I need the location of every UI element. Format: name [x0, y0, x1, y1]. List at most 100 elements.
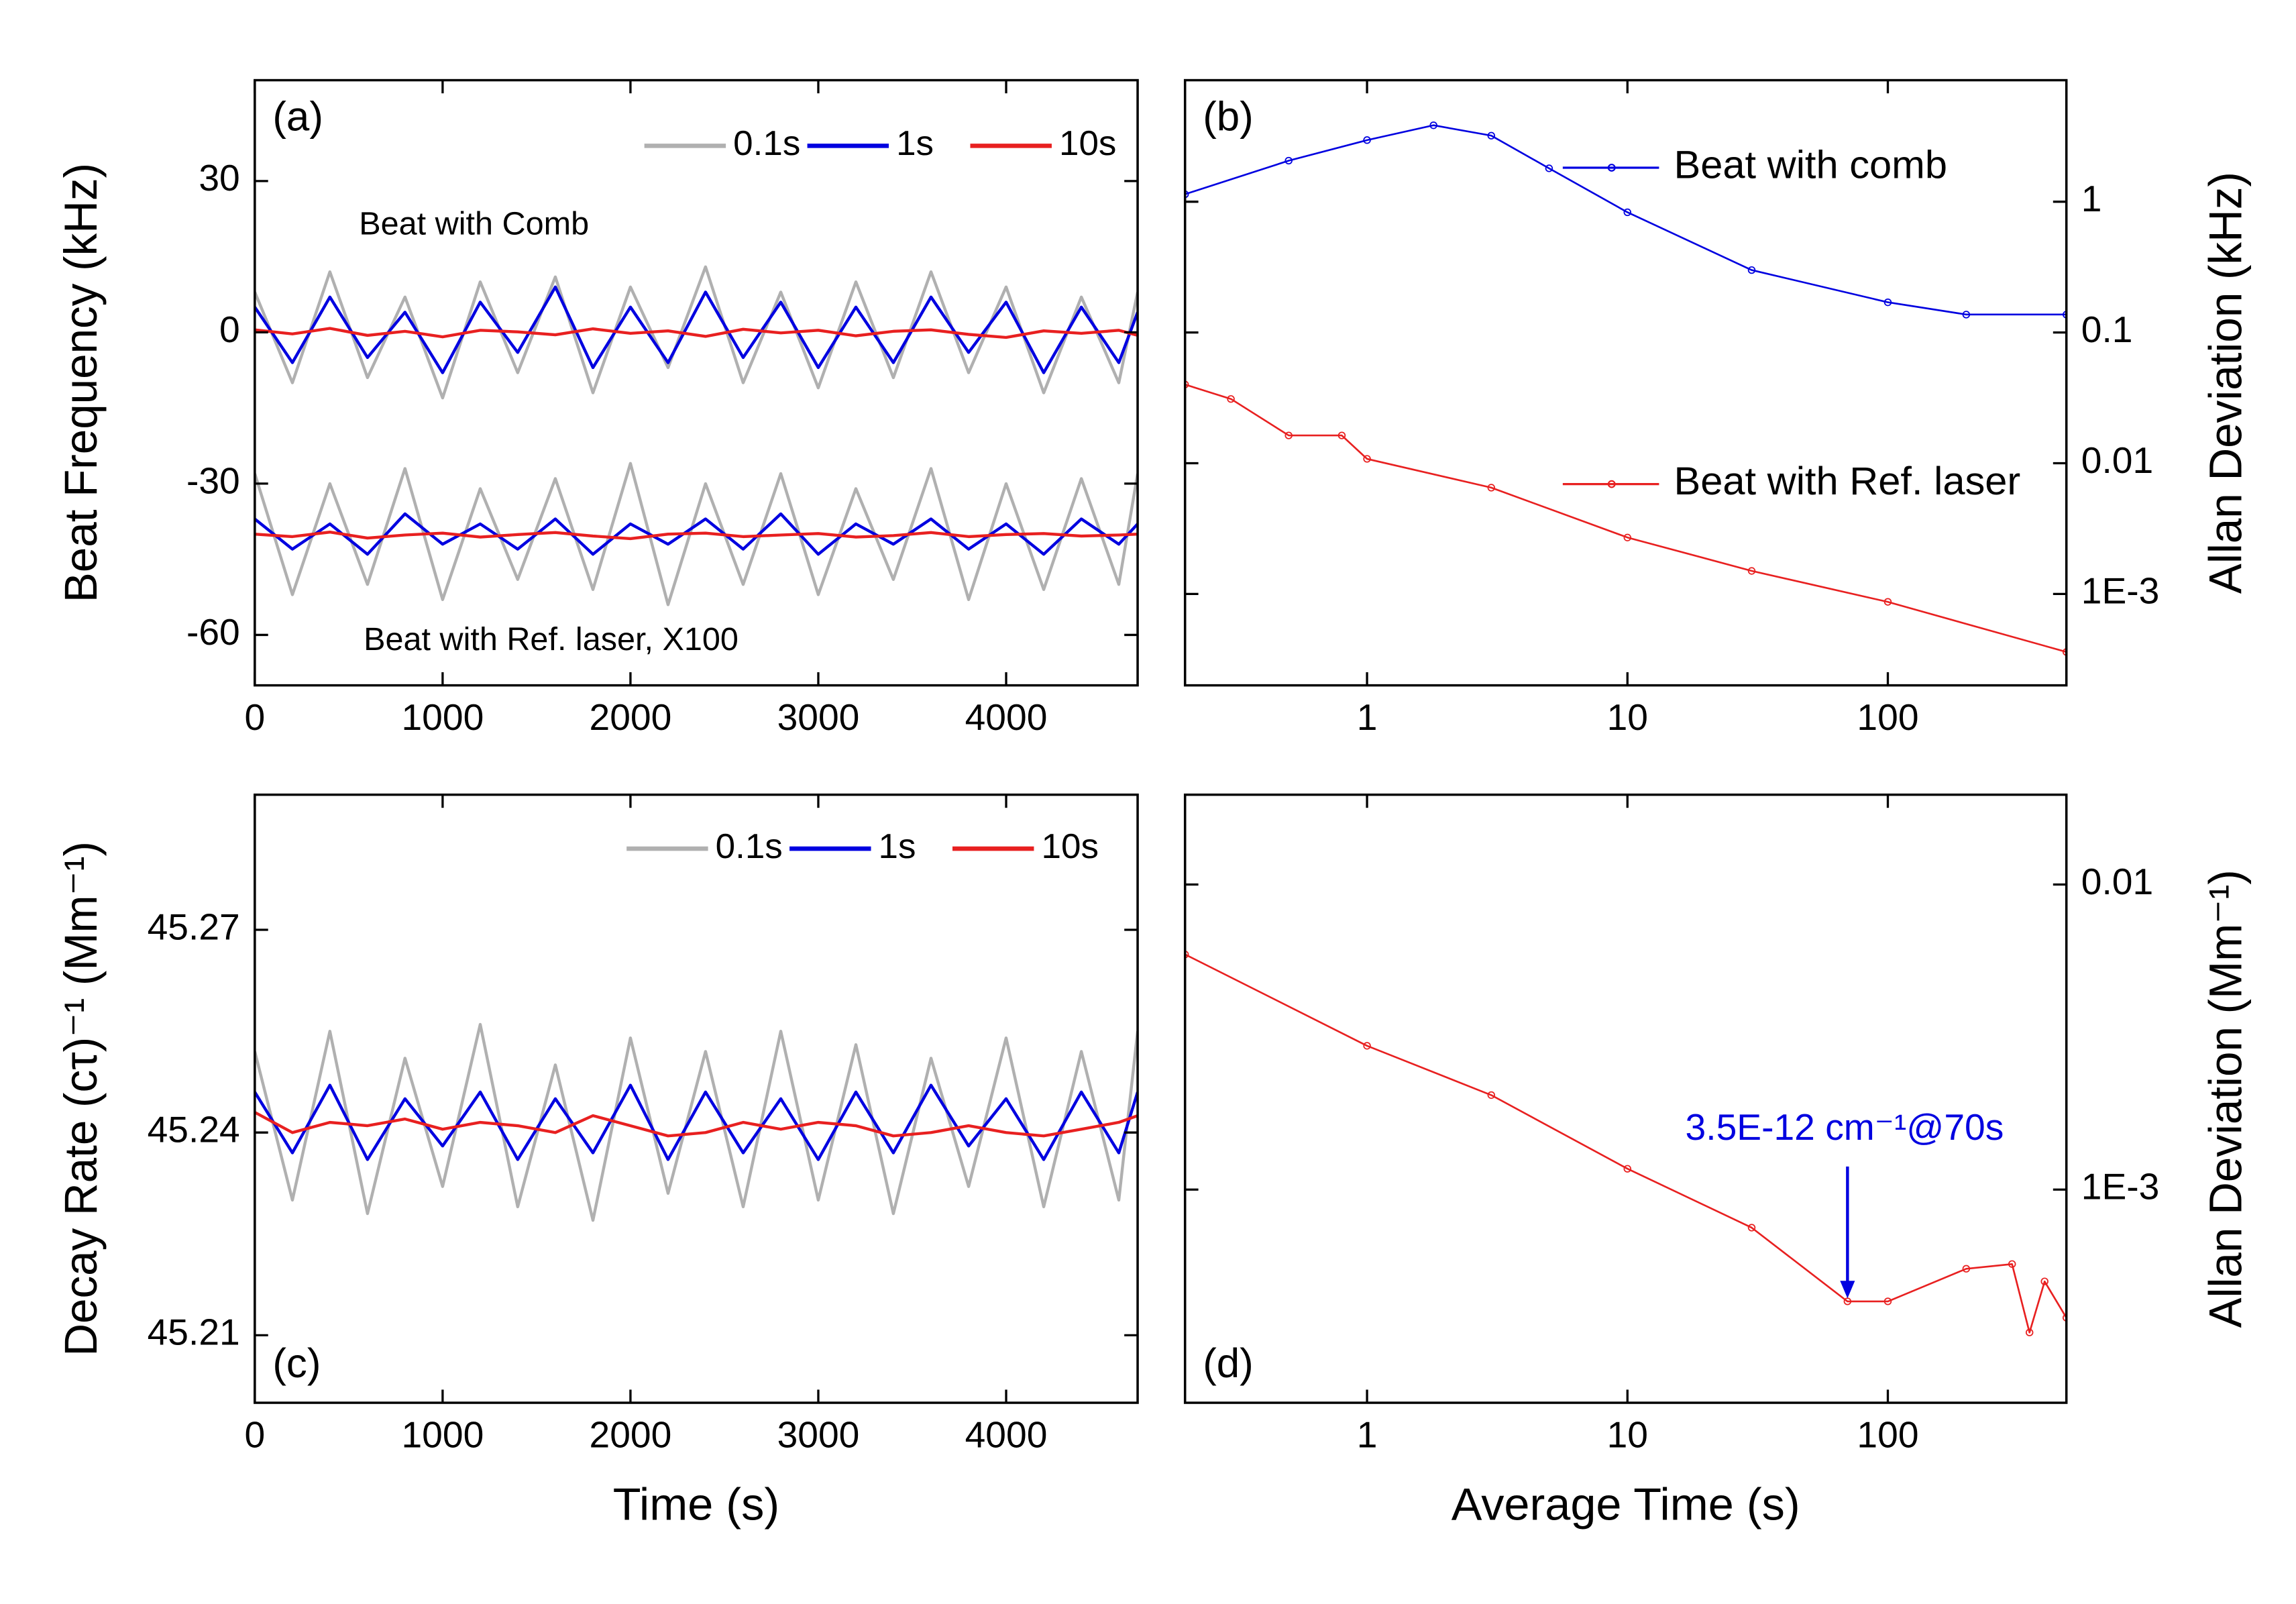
legend-label: 1s: [879, 826, 916, 866]
series-marker: [1883, 299, 1892, 307]
series-marker: [2025, 1328, 2034, 1336]
series-marker: [1487, 484, 1496, 492]
series-line: [254, 265, 1138, 400]
series-marker: [1284, 156, 1293, 165]
x-tick-label: 4000: [965, 697, 1048, 739]
legend-label: 10s: [1041, 826, 1098, 866]
series-marker: [1337, 431, 1346, 439]
y-tick-label: 1E-3: [2081, 570, 2160, 612]
x-tick-label: 1000: [401, 1414, 484, 1456]
x-axis-label: Time (s): [613, 1480, 779, 1530]
y-tick-label: 45.24: [148, 1109, 240, 1151]
series-marker: [1429, 121, 1437, 129]
arrow-head: [1840, 1281, 1855, 1299]
plot-frame: [1183, 793, 2068, 1404]
x-axis-label: Average Time (s): [1452, 1480, 1800, 1530]
y-axis-label: Allan Deviation (kHz): [2201, 172, 2252, 594]
series-marker: [1363, 455, 1371, 463]
series-marker: [2062, 1314, 2067, 1322]
x-tick-label: 1: [1357, 1414, 1378, 1456]
series-marker: [1747, 266, 1756, 274]
series-marker: [2008, 1260, 2016, 1268]
annotation: Beat with Ref. laser, X100: [364, 621, 739, 657]
x-tick-label: 4000: [965, 1414, 1048, 1456]
panel-label: (b): [1203, 94, 1254, 140]
series-marker: [1747, 567, 1756, 575]
panel-label: (a): [272, 94, 323, 140]
x-tick-label: 10: [1607, 1414, 1648, 1456]
y-tick-label: 0.01: [2081, 861, 2153, 902]
annotation: 3.5E-12 cm⁻¹@70s: [1686, 1106, 2004, 1148]
legend-label: 10s: [1059, 124, 1116, 164]
legend-label: 0.1s: [733, 124, 800, 164]
series-marker: [2040, 1277, 2048, 1285]
x-tick-label: 1000: [401, 697, 484, 739]
plot-frame: [254, 78, 1139, 687]
x-tick-label: 0: [244, 1414, 265, 1456]
y-axis-label: Allan Deviation (Mm⁻¹): [2201, 869, 2252, 1328]
legend-marker: [1607, 164, 1616, 172]
plot-area: [254, 1022, 1138, 1222]
y-tick-label: 0.01: [2081, 439, 2153, 481]
x-tick-label: 3000: [777, 697, 860, 739]
y-axis-label: Beat Frequency (kHz): [56, 163, 107, 602]
plot-area: [1185, 121, 2067, 656]
x-tick-label: 10: [1607, 697, 1648, 739]
y-tick-label: -30: [186, 460, 240, 502]
x-tick-label: 1: [1357, 697, 1378, 739]
panel-label: (d): [1203, 1340, 1254, 1386]
x-tick-label: 100: [1857, 697, 1918, 739]
series-line: [254, 462, 1138, 606]
panel-label: (c): [272, 1340, 321, 1386]
series-marker: [1883, 1297, 1892, 1305]
y-tick-label: 0.1: [2081, 309, 2133, 350]
series-line: [1185, 124, 2067, 316]
series-marker: [1185, 190, 1189, 199]
series-line: [254, 1083, 1138, 1161]
series-line: [254, 512, 1138, 556]
y-tick-label: 45.27: [148, 906, 240, 948]
x-tick-label: 3000: [777, 1414, 860, 1456]
series-marker: [1962, 1265, 1971, 1273]
series-marker: [1747, 1224, 1756, 1232]
plot-area: [254, 265, 1138, 606]
series-line: [254, 1111, 1138, 1138]
x-tick-label: 0: [244, 697, 265, 739]
x-tick-label: 2000: [590, 1414, 672, 1456]
series-marker: [1623, 1165, 1632, 1173]
y-tick-label: 45.21: [148, 1312, 240, 1353]
series-marker: [1363, 136, 1371, 144]
legend-label: Beat with Ref. laser: [1674, 459, 2020, 503]
x-tick-label: 100: [1857, 1414, 1918, 1456]
plot-frame: [1183, 78, 2068, 687]
series-marker: [1284, 431, 1293, 439]
legend-marker: [1607, 480, 1616, 488]
y-tick-label: 0: [219, 309, 240, 350]
plot-area: [1185, 951, 2067, 1336]
series-line: [254, 1022, 1138, 1222]
series-line: [1185, 383, 2067, 653]
series-line: [254, 285, 1138, 374]
x-tick-label: 2000: [590, 697, 672, 739]
annotation: Beat with Comb: [359, 206, 589, 242]
series-marker: [1185, 951, 1189, 959]
series-marker: [1363, 1042, 1371, 1050]
series-marker: [1623, 208, 1632, 217]
legend-label: Beat with comb: [1674, 142, 1947, 186]
series-marker: [2062, 648, 2067, 656]
series-marker: [1883, 598, 1892, 606]
legend-label: 1s: [896, 124, 934, 164]
y-tick-label: 1E-3: [2081, 1166, 2160, 1208]
series-marker: [1227, 395, 1235, 403]
y-axis-label: Decay Rate (cτ)⁻¹ (Mm⁻¹): [56, 841, 107, 1356]
series-marker: [1962, 311, 1971, 319]
series-marker: [2062, 311, 2067, 319]
y-tick-label: 30: [199, 158, 239, 199]
series-line: [1185, 953, 2067, 1334]
series-marker: [1623, 533, 1632, 541]
series-marker: [1487, 1091, 1496, 1100]
series-line: [254, 327, 1138, 339]
series-marker: [1185, 380, 1189, 388]
y-tick-label: 1: [2081, 178, 2102, 219]
